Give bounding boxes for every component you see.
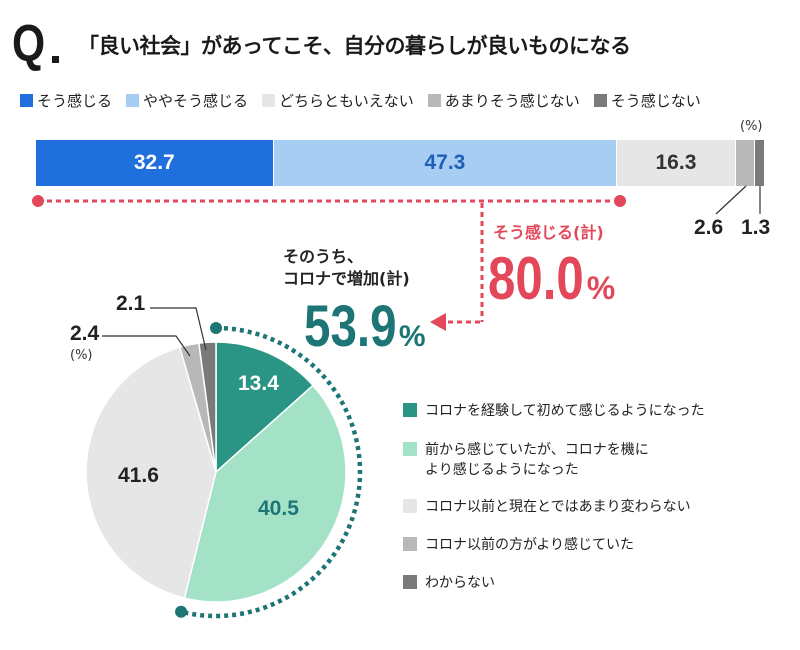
pie-chart: [85, 341, 347, 603]
agree-total-value: 80.0%: [488, 245, 616, 312]
pie-slice: [183, 384, 347, 603]
subset-label: そのうち、 コロナで増加(計): [283, 247, 410, 288]
pie-leader-line: [150, 307, 207, 351]
bar-legend-label: そう感じる: [37, 92, 113, 110]
bar-value-label: 32.7: [133, 151, 175, 174]
legend-swatch: [427, 94, 441, 107]
legend-swatch: [262, 94, 276, 107]
pie-label-13-4: 13.4: [238, 372, 279, 395]
bar-segment-1: 32.7: [36, 140, 274, 186]
bar-value-label-small-1: 2.6: [694, 216, 724, 239]
highlight-arc-end: [210, 322, 222, 334]
bar-segment-3: 16.3: [617, 140, 736, 186]
legend-swatch: [403, 403, 417, 417]
bar-legend-item: あまりそう感じない: [427, 90, 580, 111]
bar-legend-item: ややそう感じる: [126, 90, 248, 111]
agree-bracket-end: [32, 195, 44, 207]
legend-swatch: [593, 94, 607, 107]
pie-leader-line: [102, 335, 191, 357]
legend-swatch: [403, 442, 417, 456]
pie-label-2-4: 2.4: [70, 322, 100, 345]
pie-unit-label: (%): [70, 348, 93, 363]
bar-legend-item: どちらともいえない: [262, 90, 414, 111]
bar-segment-2: 47.3: [273, 140, 618, 186]
pie-legend-item: コロナを経験して初めて感じるようになった: [403, 401, 763, 421]
pie-slice: [198, 341, 217, 473]
pie-legend-item: コロナ以前と現在とではあまり変わらない: [403, 497, 763, 517]
question-title: 「良い社会」があってこそ、自分の暮らしが良いものになる: [78, 34, 631, 58]
bar-value-label: 16.3: [655, 151, 697, 174]
bar-segment-5: [754, 140, 764, 186]
pie-legend-label: わからない: [425, 575, 495, 591]
bar-legend-label: ややそう感じる: [143, 92, 249, 110]
legend-swatch: [20, 94, 33, 107]
subset-value: 53.9%: [304, 294, 426, 359]
pie-slice: [85, 346, 217, 600]
legend-swatch: [403, 575, 417, 589]
pie-legend-item: わからない: [403, 573, 763, 593]
bar-legend: そう感じる ややそう感じる どちらともいえない あまりそう感じない そう感じない: [20, 90, 715, 111]
pie-slice: [215, 341, 315, 474]
question-mark-q: Q: [12, 15, 46, 73]
leader-line: [715, 185, 747, 215]
legend-swatch: [403, 537, 417, 551]
pie-label-41-6: 41.6: [118, 464, 159, 487]
highlight-arc-end: [175, 605, 188, 618]
pie-label-40-5: 40.5: [258, 497, 299, 520]
legend-swatch: [403, 499, 417, 513]
pie-legend-item: 前から感じていたが、コロナを機に より感じるようになった: [403, 440, 763, 480]
bar-value-label-small-2: 1.3: [741, 216, 771, 239]
highlight-arc: [180, 325, 363, 619]
bar-value-label: 47.3: [424, 151, 466, 174]
agree-total-label: そう感じる(計): [493, 223, 604, 242]
pie-label-2-1: 2.1: [116, 292, 146, 315]
bar-legend-label: そう感じない: [610, 92, 701, 110]
bar-legend-label: どちらともいえない: [279, 92, 414, 110]
agree-bracket-end: [614, 195, 626, 207]
bar-segment-4: [735, 140, 755, 186]
pie-legend-label: コロナ以前と現在とではあまり変わらない: [425, 499, 691, 515]
pie-legend-label: 前から感じていたが、コロナを機に より感じるようになった: [425, 442, 649, 478]
bar-legend-item: そう感じる: [20, 90, 112, 111]
arrow-head-icon: [430, 313, 446, 331]
pie-legend-label: コロナを経験して初めて感じるようになった: [425, 403, 705, 419]
question-dot: [52, 56, 59, 63]
bar-unit-label: (%): [740, 119, 763, 134]
pie-legend-label: コロナ以前の方がより感じていた: [425, 537, 635, 553]
stacked-bar: 32.7 47.3 16.3: [36, 140, 764, 186]
bar-legend-item: そう感じない: [593, 90, 701, 111]
bar-legend-label: あまりそう感じない: [444, 92, 580, 110]
legend-swatch: [126, 94, 140, 107]
pie-legend-item: コロナ以前の方がより感じていた: [403, 535, 763, 555]
